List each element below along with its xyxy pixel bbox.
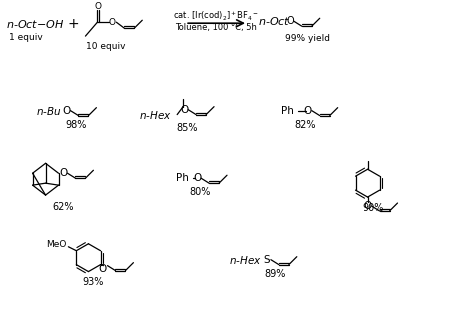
- Text: $n$-Oct: $n$-Oct: [258, 15, 290, 27]
- Text: 62%: 62%: [53, 202, 74, 212]
- Text: 99% yield: 99% yield: [285, 33, 330, 43]
- Text: 90%: 90%: [362, 203, 383, 213]
- Text: O: O: [109, 18, 116, 27]
- Text: S: S: [263, 255, 270, 265]
- Text: 93%: 93%: [83, 276, 104, 287]
- Text: Ph: Ph: [176, 173, 189, 183]
- Text: 80%: 80%: [190, 187, 211, 197]
- Text: O: O: [63, 106, 71, 116]
- Text: Ph: Ph: [281, 106, 294, 116]
- Text: O: O: [286, 16, 294, 26]
- Text: Toluene, 100 °C, 5h: Toluene, 100 °C, 5h: [175, 23, 257, 32]
- Text: 82%: 82%: [294, 119, 316, 130]
- Text: $n$-Bu: $n$-Bu: [36, 105, 62, 117]
- Text: MeO: MeO: [46, 240, 66, 249]
- Text: 89%: 89%: [264, 269, 285, 279]
- Text: $n$-Hex: $n$-Hex: [140, 109, 172, 121]
- Text: 10 equiv: 10 equiv: [85, 42, 125, 51]
- Text: O: O: [59, 168, 68, 178]
- Text: 98%: 98%: [66, 119, 87, 130]
- Text: 1 equiv: 1 equiv: [9, 33, 42, 42]
- Text: O: O: [363, 201, 372, 211]
- Text: cat. [Ir(cod)$_2$]$^+$BF$_4$$^-$: cat. [Ir(cod)$_2$]$^+$BF$_4$$^-$: [173, 10, 259, 23]
- Text: 85%: 85%: [177, 123, 198, 132]
- Text: +: +: [68, 17, 79, 31]
- Text: O: O: [304, 106, 312, 116]
- Text: O: O: [95, 2, 102, 11]
- Text: $n$-Hex: $n$-Hex: [229, 254, 262, 266]
- Text: $n$-Oct$-$OH: $n$-Oct$-$OH: [6, 18, 64, 30]
- Text: O: O: [193, 173, 201, 183]
- Text: O: O: [180, 105, 188, 115]
- Text: O: O: [99, 264, 106, 274]
